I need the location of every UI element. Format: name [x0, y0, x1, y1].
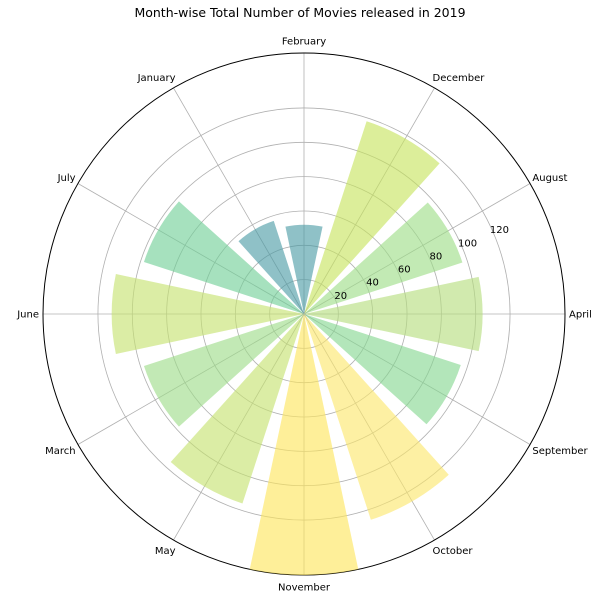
- radial-tick-80: 80: [430, 251, 443, 262]
- radial-ticks: 20 40 60 80 100 120: [334, 225, 509, 302]
- bar-february: [285, 224, 323, 314]
- month-label-november: November: [278, 583, 331, 594]
- month-label-december: December: [433, 73, 486, 84]
- bar-september: [304, 314, 461, 425]
- month-label-february: February: [282, 37, 326, 48]
- bar-october: [304, 314, 449, 520]
- month-label-july: July: [57, 173, 76, 184]
- radial-tick-40: 40: [366, 278, 379, 289]
- bar-august: [304, 202, 463, 314]
- month-label-march: March: [45, 446, 75, 457]
- radial-tick-120: 120: [490, 225, 509, 236]
- month-label-may: May: [155, 546, 176, 557]
- month-labels: April August December February January July Ju…: [16, 37, 592, 594]
- bars: [111, 121, 483, 576]
- chart-title: Month-wise Total Number of Movies releas…: [134, 5, 465, 20]
- radial-tick-100: 100: [458, 238, 477, 249]
- radial-tick-60: 60: [398, 265, 411, 276]
- bar-june: [111, 274, 305, 354]
- month-label-september: September: [532, 446, 588, 457]
- bar-april: [304, 276, 483, 352]
- month-label-october: October: [433, 546, 474, 557]
- month-label-june: June: [16, 310, 39, 321]
- bar-november: [249, 314, 359, 576]
- bar-july: [143, 201, 304, 314]
- bar-may: [170, 314, 304, 504]
- month-label-august: August: [532, 173, 567, 184]
- month-label-january: January: [137, 73, 176, 84]
- radial-tick-20: 20: [334, 291, 347, 302]
- bar-december: [304, 121, 440, 314]
- bar-january: [238, 220, 304, 314]
- month-label-april: April: [569, 310, 592, 321]
- bar-march: [143, 314, 304, 427]
